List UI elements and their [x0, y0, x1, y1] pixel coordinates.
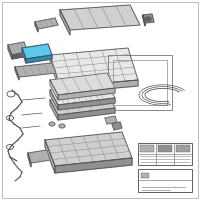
- Polygon shape: [49, 122, 55, 126]
- Polygon shape: [143, 14, 154, 23]
- Polygon shape: [28, 150, 50, 163]
- Bar: [140, 145, 154, 152]
- Polygon shape: [45, 140, 55, 173]
- Polygon shape: [112, 122, 122, 130]
- Polygon shape: [60, 10, 70, 35]
- Polygon shape: [50, 100, 58, 120]
- Bar: [138, 169, 192, 192]
- Polygon shape: [35, 18, 58, 29]
- Polygon shape: [55, 158, 132, 173]
- Bar: [108, 55, 172, 110]
- Polygon shape: [28, 153, 31, 167]
- Polygon shape: [45, 132, 132, 166]
- Polygon shape: [50, 80, 58, 100]
- Bar: [158, 145, 172, 152]
- Polygon shape: [15, 63, 56, 77]
- Polygon shape: [35, 22, 38, 32]
- Polygon shape: [12, 52, 28, 59]
- Polygon shape: [105, 116, 117, 124]
- Polygon shape: [50, 48, 138, 87]
- Polygon shape: [60, 5, 140, 30]
- FancyBboxPatch shape: [2, 2, 198, 198]
- Polygon shape: [60, 80, 138, 93]
- Polygon shape: [50, 93, 115, 115]
- Polygon shape: [8, 45, 12, 59]
- Polygon shape: [143, 15, 145, 26]
- Polygon shape: [15, 67, 19, 80]
- Bar: [113, 60, 167, 105]
- Polygon shape: [59, 124, 65, 128]
- Polygon shape: [50, 90, 58, 110]
- Polygon shape: [26, 55, 52, 63]
- Polygon shape: [58, 88, 115, 100]
- Polygon shape: [50, 55, 60, 93]
- Polygon shape: [22, 48, 26, 63]
- Bar: [138, 143, 192, 165]
- Polygon shape: [58, 108, 115, 120]
- Bar: [176, 145, 190, 152]
- Polygon shape: [50, 83, 115, 105]
- Polygon shape: [50, 73, 115, 95]
- Polygon shape: [8, 42, 28, 55]
- Bar: [141, 173, 149, 178]
- Polygon shape: [145, 17, 151, 21]
- Polygon shape: [58, 98, 115, 110]
- Polygon shape: [22, 44, 52, 59]
